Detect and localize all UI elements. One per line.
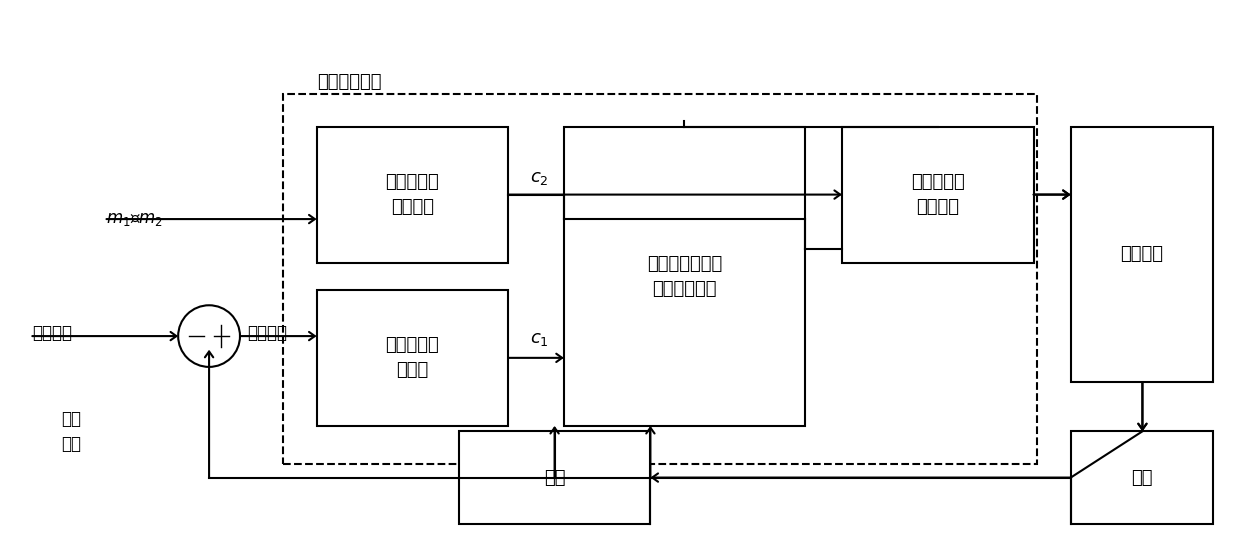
Text: 航向误差: 航向误差 <box>247 324 287 342</box>
Text: 控制算法模块: 控制算法模块 <box>317 73 382 91</box>
Bar <box>843 126 1033 263</box>
Text: 状态观测器
设计模块: 状态观测器 设计模块 <box>385 173 440 216</box>
Bar <box>284 94 1037 464</box>
Bar <box>564 126 805 426</box>
Bar <box>458 432 650 524</box>
Text: 舵机及舵: 舵机及舵 <box>1120 246 1163 264</box>
Text: $c_2$: $c_2$ <box>530 169 549 187</box>
Text: 实际控制器
设计模块: 实际控制器 设计模块 <box>911 173 965 216</box>
Bar <box>1070 432 1213 524</box>
Text: 船舶: 船舶 <box>1131 469 1152 487</box>
Text: 实际
航向: 实际 航向 <box>61 410 81 453</box>
Text: 期望航向: 期望航向 <box>32 324 72 342</box>
Text: $m_1$和$m_2$: $m_1$和$m_2$ <box>107 210 164 228</box>
Text: 有限时间虚拟控
制器设计模块: 有限时间虚拟控 制器设计模块 <box>647 255 722 298</box>
Bar <box>1070 126 1213 382</box>
Text: 罗经: 罗经 <box>544 469 565 487</box>
Text: $c_1$: $c_1$ <box>530 330 549 348</box>
Bar <box>317 126 508 263</box>
Ellipse shape <box>178 305 240 367</box>
Bar <box>317 290 508 426</box>
Text: 辅助补偿设
计模块: 辅助补偿设 计模块 <box>385 336 440 380</box>
